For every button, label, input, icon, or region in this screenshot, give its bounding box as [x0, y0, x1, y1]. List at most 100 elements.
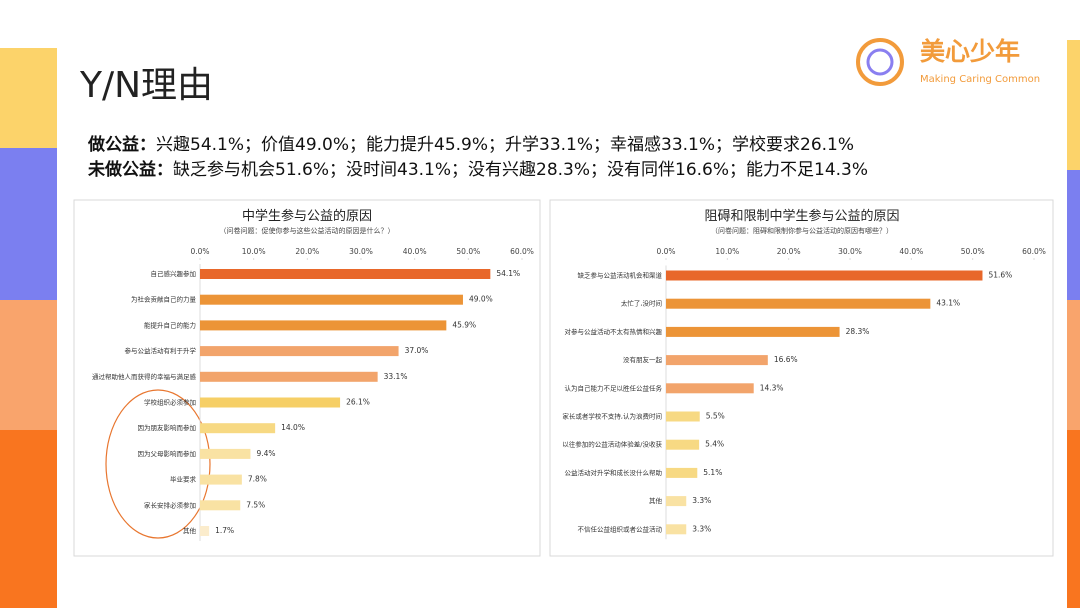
value-label: 7.5%	[246, 500, 265, 509]
category-label: 缺乏参与公益活动机会和渠道	[578, 271, 663, 280]
bar	[666, 467, 698, 478]
bar	[200, 448, 251, 459]
chart-subtitle: （问卷问题：阻碍和限制你参与公益活动的原因有哪些？）	[711, 226, 893, 235]
category-label: 因为父母影响而参加	[138, 449, 197, 458]
chart-title: 阻碍和限制中学生参与公益的原因	[704, 208, 899, 224]
category-label: 自己感兴趣参加	[151, 269, 197, 278]
category-label: 其他	[183, 526, 197, 535]
summary-text: 缺乏参与机会51.6%；没时间43.1%；没有兴趣28.3%；没有同伴16.6%…	[173, 160, 868, 180]
category-label: 参与公益活动有利于升学	[125, 346, 197, 355]
bar	[666, 411, 700, 422]
bar	[666, 524, 687, 535]
category-label: 家长或者学校不支持,认为浪费时间	[562, 412, 662, 421]
category-label: 没有朋友一起	[623, 355, 663, 364]
strip	[0, 148, 57, 300]
logo-name: 美心少年	[920, 37, 1020, 66]
strip	[1067, 300, 1080, 430]
value-label: 51.6%	[988, 271, 1012, 280]
bar	[666, 496, 687, 507]
logo-mark	[856, 38, 904, 86]
summary-label: 做公益：	[87, 134, 156, 155]
category-label: 不信任公益组织或者公益活动	[578, 524, 663, 533]
value-label: 3.3%	[692, 524, 711, 533]
x-tick-label: 10.0%	[715, 247, 739, 256]
summary-label: 未做公益：	[87, 159, 173, 180]
bar	[666, 439, 700, 450]
value-label: 5.5%	[706, 412, 725, 421]
x-tick-label: 60.0%	[1022, 247, 1046, 256]
bar	[200, 371, 378, 382]
x-tick-label: 0.0%	[190, 247, 209, 256]
highlight-oval	[105, 389, 211, 539]
category-label: 太忙了,没时间	[621, 299, 662, 308]
category-label: 家长安排必须参加	[144, 500, 196, 509]
bar	[200, 294, 463, 305]
chart-title: 中学生参与公益的原因	[242, 208, 372, 224]
x-tick-label: 0.0%	[656, 247, 675, 256]
bar	[200, 500, 241, 511]
value-label: 5.4%	[705, 440, 724, 449]
x-tick-label: 30.0%	[349, 247, 373, 256]
slide-title: Y/N理由	[79, 65, 213, 106]
x-tick-label: 40.0%	[403, 247, 427, 256]
value-label: 7.8%	[248, 475, 267, 484]
strip	[1067, 40, 1080, 170]
bar	[666, 298, 931, 309]
category-label: 通过帮助他人而获得的幸福与满足感	[92, 372, 197, 381]
bar	[666, 383, 754, 394]
value-label: 49.0%	[469, 295, 493, 304]
value-label: 45.9%	[452, 320, 476, 329]
value-label: 5.1%	[703, 468, 722, 477]
x-tick-label: 10.0%	[242, 247, 266, 256]
strip	[1067, 170, 1080, 300]
logo-mark	[866, 48, 894, 76]
value-label: 14.3%	[760, 383, 784, 392]
x-tick-label: 20.0%	[295, 247, 319, 256]
bar	[200, 269, 491, 279]
category-label: 毕业要求	[170, 475, 197, 484]
x-tick-label: 20.0%	[777, 247, 801, 256]
strip	[1067, 430, 1080, 608]
value-label: 9.4%	[256, 449, 275, 458]
bar	[200, 474, 242, 485]
category-label: 因为朋友影响而参加	[138, 423, 197, 432]
bar	[200, 320, 447, 331]
value-label: 1.7%	[215, 526, 234, 535]
bar	[200, 423, 276, 434]
category-label: 公益活动对升学和成长没什么帮助	[565, 468, 663, 477]
category-label: 以往参加的公益活动体验差/没收获	[562, 440, 662, 449]
category-label: 对参与公益活动不太有热情和兴趣	[565, 327, 663, 336]
category-label: 其他	[649, 496, 663, 505]
chart-subtitle: （问卷问题：促使你参与这些公益活动的原因是什么？）	[220, 226, 395, 235]
summary-text: 兴趣54.1%；价值49.0%；能力提升45.9%；升学33.1%；幸福感33.…	[156, 135, 854, 155]
value-label: 14.0%	[281, 423, 305, 432]
strip	[0, 48, 57, 148]
bar	[666, 326, 840, 337]
value-label: 28.3%	[846, 327, 870, 336]
x-tick-label: 60.0%	[510, 247, 534, 256]
strip	[0, 430, 57, 608]
logo-tagline: Making Caring Common	[920, 74, 1040, 85]
category-label: 学校组织必须参加	[144, 398, 196, 407]
value-label: 43.1%	[936, 299, 960, 308]
x-tick-label: 30.0%	[838, 247, 862, 256]
chart-panel	[549, 199, 1054, 557]
category-label: 为社会贡献自己的力量	[131, 295, 197, 304]
value-label: 37.0%	[405, 346, 429, 355]
strip	[0, 300, 57, 430]
value-label: 16.6%	[774, 355, 798, 364]
value-label: 3.3%	[692, 496, 711, 505]
bar	[666, 355, 768, 366]
bar	[666, 270, 983, 281]
bar	[200, 526, 210, 536]
value-label: 26.1%	[346, 398, 370, 407]
category-label: 认为自己能力不足以胜任公益任务	[565, 383, 663, 392]
x-tick-label: 40.0%	[899, 247, 923, 256]
category-label: 能提升自己的能力	[144, 320, 196, 329]
summary-line: 做公益：兴趣54.1%；价值49.0%；能力提升45.9%；升学33.1%；幸福…	[87, 134, 854, 155]
summary-line: 未做公益：缺乏参与机会51.6%；没时间43.1%；没有兴趣28.3%；没有同伴…	[87, 159, 868, 180]
bar	[200, 346, 399, 357]
bar	[200, 397, 341, 408]
x-tick-label: 50.0%	[961, 247, 985, 256]
